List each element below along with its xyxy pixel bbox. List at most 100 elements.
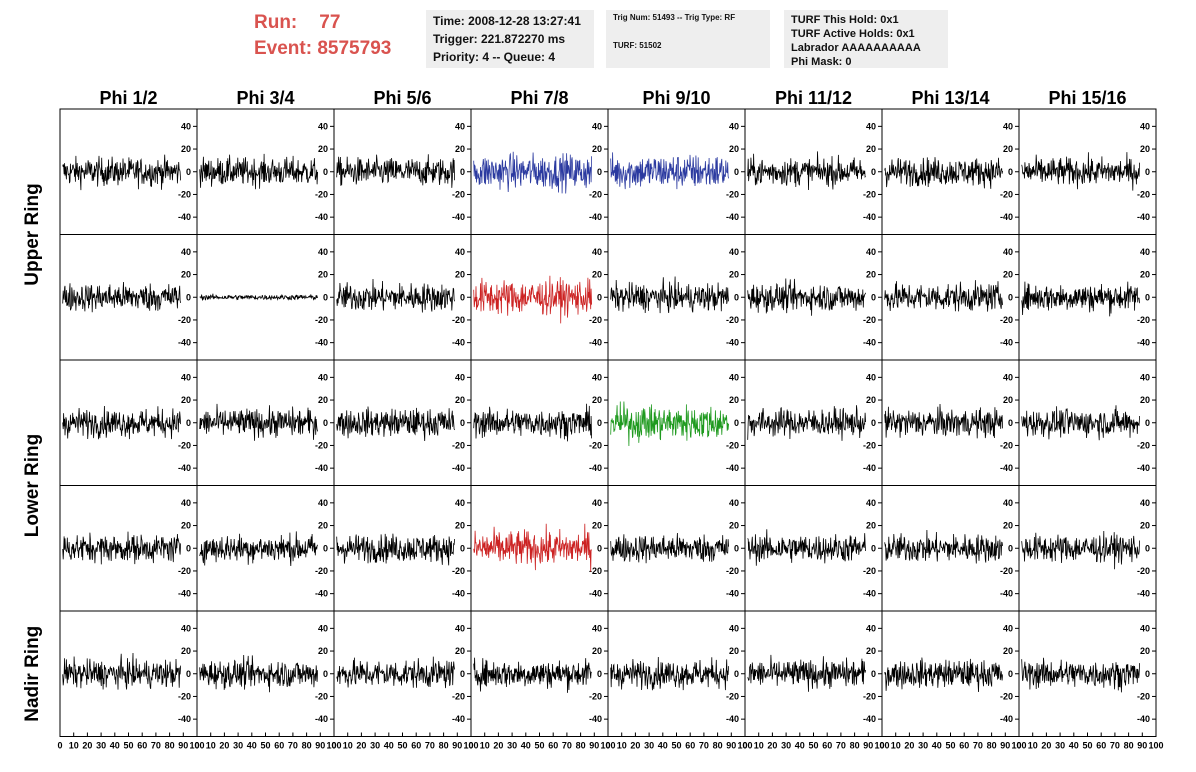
y-tick-label: 40 [592, 498, 602, 508]
waveform-trace [884, 529, 1003, 564]
y-tick-label: 0 [871, 292, 876, 302]
y-tick-label: 0 [871, 167, 876, 177]
y-tick-label: 0 [460, 543, 465, 553]
y-tick-label: 0 [1008, 167, 1013, 177]
x-tick-label: 90 [1000, 741, 1010, 751]
x-tick-label: 70 [151, 741, 161, 751]
y-tick-label: 0 [1145, 669, 1150, 679]
y-tick-label: -20 [863, 691, 876, 701]
y-tick-label: 0 [597, 669, 602, 679]
waveform-trace [336, 406, 455, 442]
column-header: Phi 7/8 [510, 88, 568, 108]
y-tick-label: 20 [455, 646, 465, 656]
column-header: Phi 5/6 [373, 88, 431, 108]
x-tick-label: 10 [754, 741, 764, 751]
x-tick-label: 40 [384, 741, 394, 751]
y-tick-label: -40 [452, 338, 465, 348]
y-tick-label: 40 [1140, 498, 1150, 508]
x-tick-label: 10 [891, 741, 901, 751]
y-tick-label: 0 [1008, 669, 1013, 679]
y-tick-label: 0 [734, 292, 739, 302]
waveform-trace [747, 151, 866, 191]
y-tick-label: -40 [178, 338, 191, 348]
y-tick-label: 40 [181, 121, 191, 131]
y-tick-label: 20 [1140, 144, 1150, 154]
x-tick-label: 90 [589, 741, 599, 751]
y-tick-label: -20 [178, 315, 191, 325]
x-tick-label: 100 [189, 741, 204, 751]
y-tick-label: -40 [178, 463, 191, 473]
y-tick-label: 0 [460, 418, 465, 428]
waveform-trace [1021, 530, 1140, 570]
x-tick-label: 90 [726, 741, 736, 751]
x-tick-label: 80 [302, 741, 312, 751]
x-tick-label: 90 [315, 741, 325, 751]
x-tick-label: 10 [343, 741, 353, 751]
x-tick-label: 60 [1096, 741, 1106, 751]
y-tick-label: 0 [186, 292, 191, 302]
y-tick-label: 0 [597, 292, 602, 302]
y-tick-label: 40 [1003, 121, 1013, 131]
y-tick-label: -40 [315, 338, 328, 348]
waveform-trace [199, 531, 318, 567]
y-tick-label: 40 [1003, 498, 1013, 508]
y-tick-label: -20 [1137, 691, 1150, 701]
x-tick-label: 0 [742, 741, 747, 751]
y-tick-label: 20 [729, 521, 739, 531]
run-event-box: Run: 77 Event: 8575793 [254, 10, 391, 62]
x-tick-label: 60 [411, 741, 421, 751]
waveform-trace [747, 654, 866, 692]
y-tick-label: -40 [863, 589, 876, 599]
x-tick-label: 20 [767, 741, 777, 751]
waveform-trace [199, 293, 318, 301]
x-tick-label: 40 [247, 741, 257, 751]
x-tick-label: 40 [1069, 741, 1079, 751]
x-tick-label: 50 [260, 741, 270, 751]
y-tick-label: 0 [1008, 418, 1013, 428]
y-tick-label: -20 [863, 440, 876, 450]
trig-num-text: Trig Num: 51493 -- Trig Type: RF [613, 13, 736, 22]
y-tick-label: -40 [1000, 714, 1013, 724]
y-tick-label: 0 [734, 543, 739, 553]
y-tick-label: -40 [178, 589, 191, 599]
y-tick-label: 0 [734, 669, 739, 679]
x-tick-label: 80 [165, 741, 175, 751]
y-tick-label: 20 [1003, 521, 1013, 531]
x-tick-label: 60 [959, 741, 969, 751]
y-tick-label: 40 [455, 623, 465, 633]
y-tick-label: -40 [1137, 463, 1150, 473]
y-tick-label: -40 [863, 338, 876, 348]
y-tick-label: 20 [1003, 270, 1013, 280]
waveform-trace [610, 401, 729, 447]
y-tick-label: 0 [734, 418, 739, 428]
x-tick-label: 30 [1055, 741, 1065, 751]
y-tick-label: 40 [181, 623, 191, 633]
y-tick-label: 20 [181, 521, 191, 531]
y-tick-label: 20 [455, 270, 465, 280]
x-tick-label: 90 [452, 741, 462, 751]
x-tick-label: 90 [1137, 741, 1147, 751]
waveform-trace [336, 656, 455, 689]
x-tick-label: 70 [562, 741, 572, 751]
phi-mask-text: Phi Mask: 0 [791, 56, 852, 68]
y-tick-label: -20 [178, 691, 191, 701]
y-tick-label: 20 [729, 270, 739, 280]
y-tick-label: 40 [455, 247, 465, 257]
y-tick-label: 20 [592, 646, 602, 656]
y-tick-label: -40 [726, 463, 739, 473]
y-tick-label: -20 [589, 189, 602, 199]
y-tick-label: 0 [323, 292, 328, 302]
column-header: Phi 1/2 [99, 88, 157, 108]
y-tick-label: 0 [1008, 543, 1013, 553]
y-tick-label: 40 [181, 247, 191, 257]
y-tick-label: -20 [452, 691, 465, 701]
y-tick-label: -20 [589, 691, 602, 701]
y-tick-label: -40 [315, 589, 328, 599]
trigger-info-box: Trig Num: 51493 -- Trig Type: RF TURF: 5… [606, 10, 770, 68]
y-tick-label: 20 [592, 270, 602, 280]
y-tick-label: 0 [186, 167, 191, 177]
y-tick-label: 20 [318, 144, 328, 154]
turf-this-hold-text: TURF This Hold: 0x1 [791, 14, 899, 26]
y-tick-label: 40 [1140, 247, 1150, 257]
x-tick-label: 50 [534, 741, 544, 751]
